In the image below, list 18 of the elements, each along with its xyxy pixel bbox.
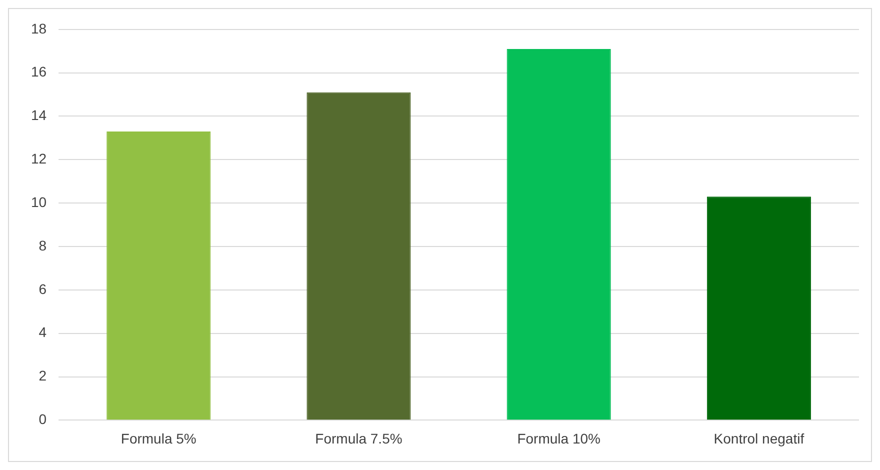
bar (506, 48, 611, 420)
y-tick-label: 14 (30, 107, 47, 124)
y-tick-label: 10 (30, 194, 47, 210)
y-tick-label: 6 (38, 280, 47, 297)
x-tick-label: Formula 7.5% (315, 430, 402, 446)
x-tick-label: Formula 10% (517, 430, 600, 446)
y-tick-label: 4 (38, 324, 47, 340)
y-tick-label: 0 (38, 411, 47, 428)
x-tick-label: Kontrol negatif (714, 430, 804, 446)
x-tick-label: Formula 5% (120, 430, 196, 446)
y-tick-label: 18 (30, 20, 47, 36)
y-tick-label: 16 (30, 64, 47, 80)
y-tick-label: 8 (38, 237, 47, 254)
y-tick-label: 12 (30, 150, 47, 167)
bar (706, 196, 811, 420)
bar (106, 131, 211, 420)
bar (306, 92, 411, 420)
y-tick-label: 2 (38, 368, 47, 384)
